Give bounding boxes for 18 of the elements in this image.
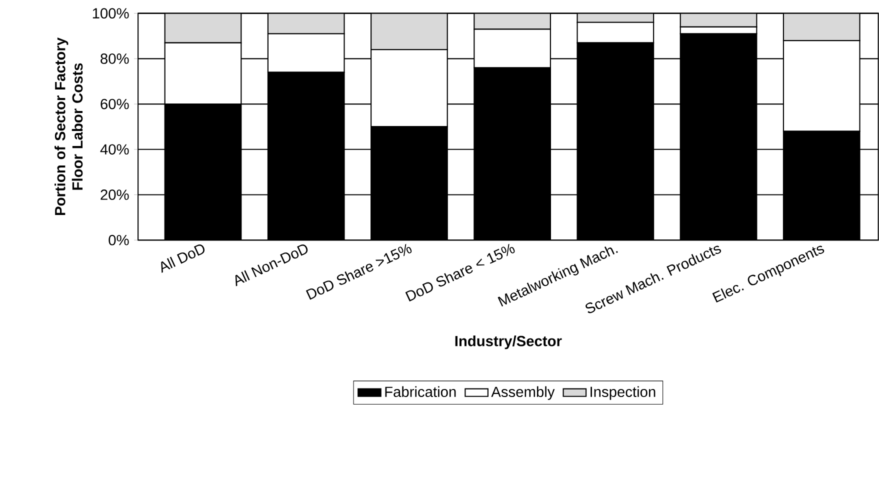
bar (680, 13, 758, 28)
bar (267, 13, 345, 34)
y-tick-label: 20% (100, 189, 129, 200)
bar (164, 13, 242, 44)
bar (474, 13, 551, 30)
legend-label: Assembly (491, 386, 555, 400)
x-tick-label: All DoD (161, 244, 205, 273)
legend-label: Fabrication (385, 386, 456, 397)
y-tick-label: 0% (108, 234, 129, 246)
y-axis-title: Portion of Sector Factory Floor Labor Costs (54, 37, 83, 215)
legend-label: Inspection (590, 386, 656, 400)
y-tick-label: 40% (100, 144, 129, 154)
y-tick-label: 60% (100, 98, 129, 110)
y-tick-label: 100% (92, 8, 129, 18)
x-axis-title: Industry/Sector (455, 335, 562, 350)
bar (782, 13, 860, 41)
bar (370, 13, 448, 50)
y-tick-label: 80% (100, 53, 129, 64)
